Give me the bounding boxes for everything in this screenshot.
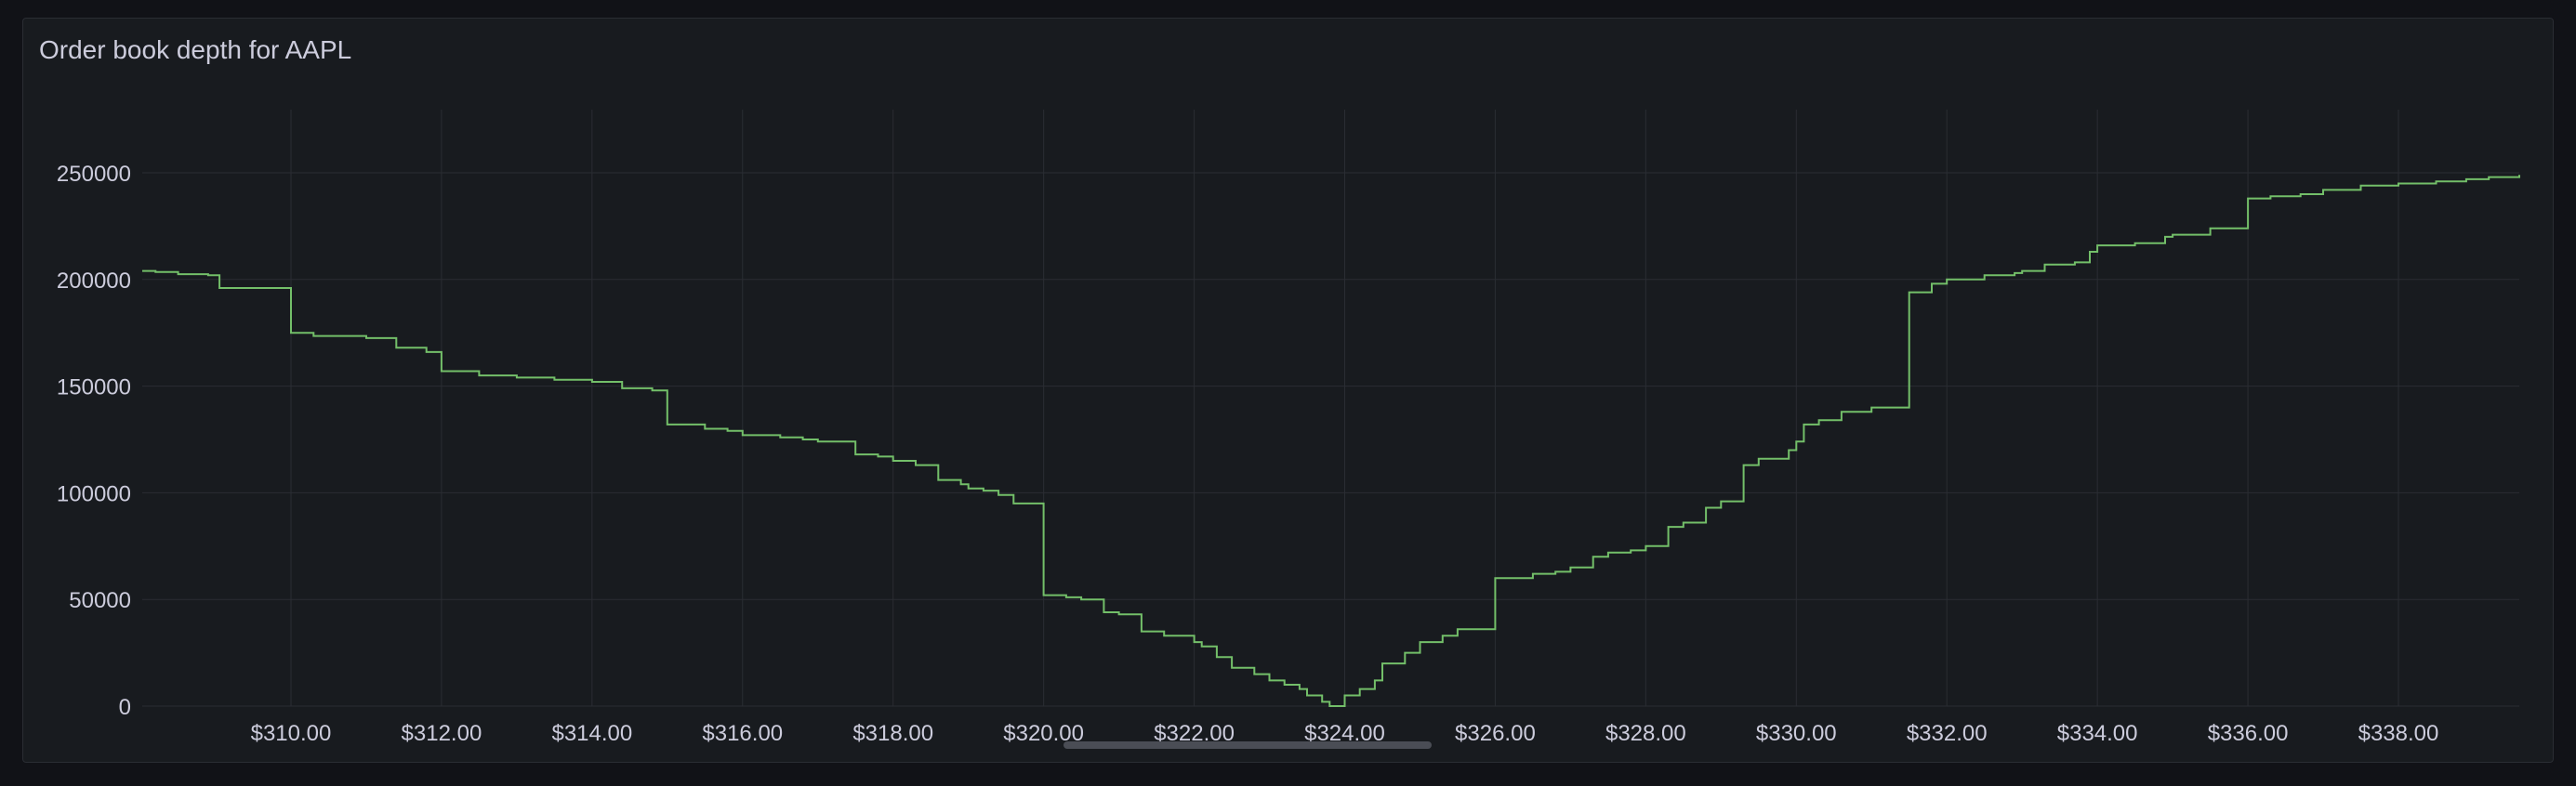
grid-lines [142, 110, 2519, 707]
series-layer [142, 175, 2520, 707]
x-tick-label: $318.00 [852, 721, 933, 746]
y-tick-label: 100000 [57, 481, 131, 506]
x-tick-label: $336.00 [2208, 721, 2289, 746]
x-tick-label: $316.00 [702, 721, 783, 746]
x-tick-label: $332.00 [1907, 721, 1988, 746]
x-tick-label: $328.00 [1605, 721, 1686, 746]
y-tick-label: 250000 [57, 162, 131, 187]
x-tick-label: $326.00 [1455, 721, 1536, 746]
x-axis: $310.00 $312.00 $314.00 $316.00 $318.00 $320.… [251, 721, 2439, 746]
horizontal-scrollbar[interactable] [1063, 741, 1432, 749]
chart-panel: Order book depth for AAPL [22, 18, 2554, 763]
x-tick-label: $310.00 [251, 721, 332, 746]
x-tick-label: $312.00 [402, 721, 482, 746]
depth-series-line [142, 175, 2520, 707]
y-tick-label: 0 [119, 695, 131, 720]
x-tick-label: $334.00 [2057, 721, 2138, 746]
y-tick-label: 50000 [69, 588, 131, 613]
x-tick-label: $338.00 [2358, 721, 2439, 746]
y-tick-label: 200000 [57, 269, 131, 294]
x-tick-label: $330.00 [1756, 721, 1837, 746]
y-tick-label: 150000 [57, 375, 131, 400]
panel-title: Order book depth for AAPL [39, 35, 352, 64]
y-axis: 0 50000 100000 150000 200000 250000 [57, 162, 131, 720]
x-tick-label: $314.00 [551, 721, 632, 746]
